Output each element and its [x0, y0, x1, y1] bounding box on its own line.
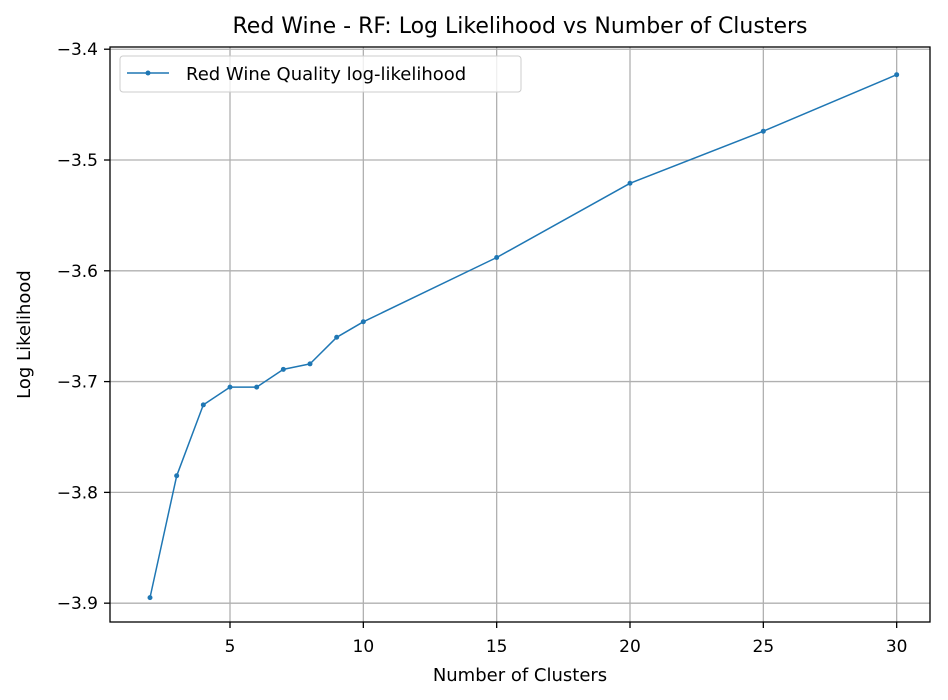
x-tick-label: 30 [886, 637, 908, 657]
data-point [627, 180, 633, 186]
y-tick-label: −3.5 [57, 151, 98, 171]
data-point [227, 384, 233, 390]
data-point [174, 473, 180, 479]
data-point [147, 595, 153, 601]
data-point [360, 319, 366, 325]
y-tick-label: −3.6 [57, 262, 98, 282]
data-point [254, 384, 260, 390]
data-point-group [147, 72, 900, 601]
legend-series-label: Red Wine Quality log-likelihood [186, 64, 466, 85]
grid-lines [110, 47, 930, 622]
data-point [280, 366, 286, 372]
y-tick-label: −3.9 [57, 594, 98, 614]
axis-ticks: 5 10 15 20 25 30 −3.4 −3.5 −3.6 −3.7 −3.8 −3.9 [57, 40, 908, 657]
legend: Red Wine Quality log-likelihood [119, 55, 522, 93]
legend-box [119, 55, 522, 93]
y-axis-label: Log Likelihood [14, 270, 35, 399]
x-tick-label: 10 [353, 637, 375, 657]
data-point [307, 361, 313, 367]
x-tick-label: 25 [753, 637, 775, 657]
data-point [334, 334, 340, 340]
data-point [200, 402, 206, 408]
x-tick-label: 5 [225, 637, 236, 657]
y-tick-label: −3.7 [57, 373, 98, 393]
y-tick-label: −3.4 [57, 40, 98, 60]
data-point [494, 255, 500, 261]
data-point [760, 128, 766, 134]
data-point [894, 72, 900, 78]
x-tick-label: 15 [486, 637, 508, 657]
chart-title: Red Wine - RF: Log Likelihood vs Number … [233, 14, 808, 39]
plot-frame [109, 46, 931, 623]
legend-series-marker [145, 70, 151, 76]
y-tick-label: −3.8 [57, 483, 98, 503]
x-axis-label: Number of Clusters [433, 665, 607, 686]
x-tick-label: 20 [619, 637, 641, 657]
